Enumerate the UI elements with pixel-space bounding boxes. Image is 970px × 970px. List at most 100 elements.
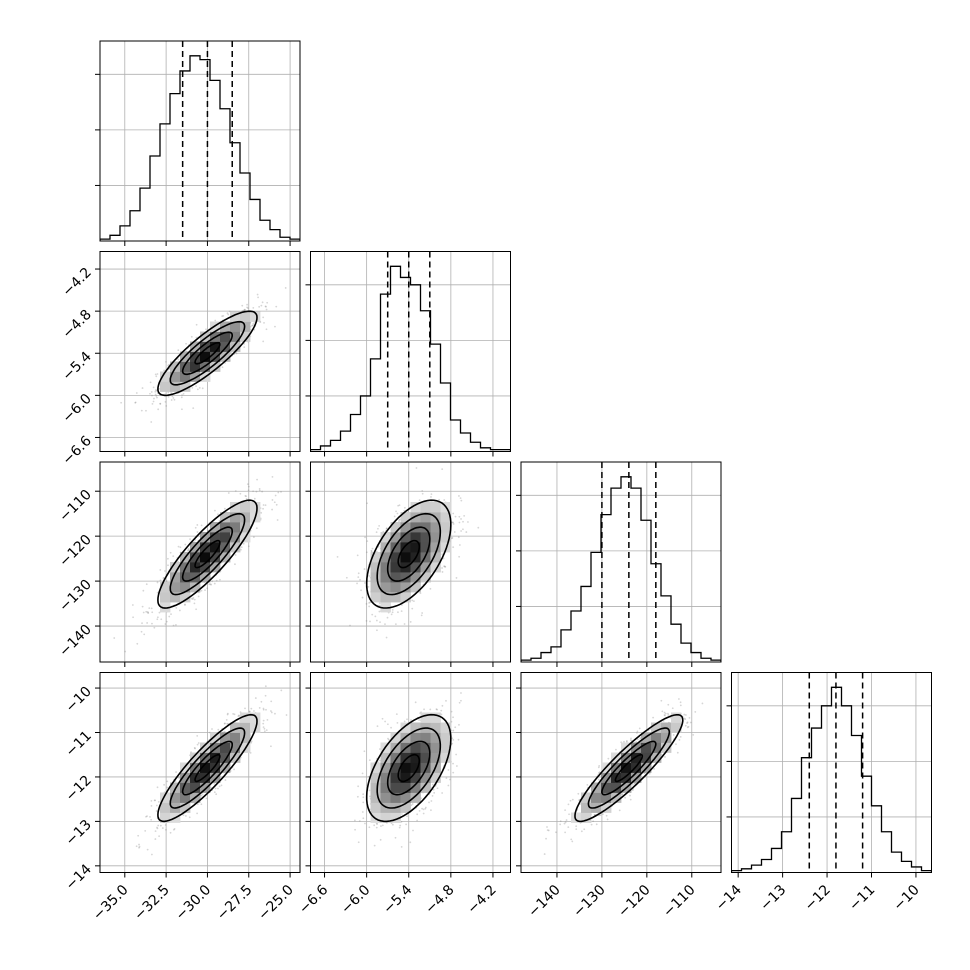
contour-line [157, 713, 258, 823]
sample-point [375, 822, 378, 825]
density-cell [210, 742, 221, 753]
sample-point [453, 531, 456, 533]
sample-point [250, 740, 253, 743]
density-cell [410, 762, 421, 773]
sample-point [247, 485, 250, 488]
sample-point [164, 400, 167, 403]
sample-point [458, 495, 460, 497]
sample-point [260, 700, 263, 703]
sample-point [639, 737, 642, 740]
density-cell [430, 772, 441, 783]
sample-point [142, 611, 145, 614]
sample-point [623, 740, 625, 743]
density-cell [601, 772, 612, 783]
sample-point [175, 606, 178, 609]
sample-point [144, 829, 147, 832]
sample-point [397, 611, 399, 614]
sample-point [141, 622, 143, 625]
sample-point [391, 611, 394, 614]
sample-point [683, 717, 686, 720]
sample-point [441, 468, 444, 471]
sample-point [149, 815, 151, 818]
sample-point [195, 336, 198, 339]
x-tick-label: −130 [570, 882, 609, 921]
sample-point [590, 823, 593, 826]
density-cell [390, 582, 401, 593]
sample-point [155, 389, 158, 392]
sample-point [569, 799, 572, 802]
density-cell [380, 792, 391, 803]
sample-point [376, 629, 378, 632]
x-tick-label: −120 [615, 882, 654, 921]
sample-point [178, 609, 181, 612]
sample-point [632, 783, 634, 786]
density-cell [430, 742, 441, 753]
sample-point [164, 570, 166, 572]
sample-point [349, 624, 351, 627]
sample-point [140, 630, 143, 633]
sample-point [421, 490, 424, 492]
sample-point [356, 582, 358, 585]
sample-point [365, 602, 368, 605]
sample-point [567, 826, 570, 829]
sample-point [430, 800, 433, 802]
sample-point [564, 821, 567, 824]
sample-point [196, 388, 199, 391]
y-tick-label: −130 [56, 577, 95, 616]
sample-point [388, 738, 390, 741]
density-cell [671, 712, 682, 723]
density-cell [230, 542, 241, 553]
sample-point [154, 393, 157, 396]
sample-point [175, 624, 177, 626]
sample-point [359, 578, 361, 581]
density-cell [410, 732, 421, 743]
sample-point [253, 497, 256, 500]
sample-point [694, 711, 697, 713]
sample-point [366, 540, 369, 543]
sample-point [255, 527, 258, 530]
density-cell [400, 572, 411, 583]
contour-line [397, 539, 421, 569]
sample-point [262, 707, 265, 710]
sample-point [156, 786, 159, 789]
sample-point [592, 820, 595, 823]
sample-point [206, 587, 209, 590]
panel-content [310, 672, 511, 873]
sample-point [375, 619, 378, 622]
sample-point [586, 783, 589, 786]
sample-point [159, 402, 162, 405]
density-cell [220, 732, 231, 743]
sample-point [436, 708, 438, 711]
sample-point [467, 521, 469, 523]
density-cell [170, 582, 181, 593]
sample-point [213, 582, 216, 585]
x-tick-label: −11 [846, 882, 878, 914]
sample-point [284, 287, 287, 289]
density-cell [651, 742, 662, 753]
histogram-step [100, 55, 300, 241]
density-cell [240, 712, 251, 723]
sample-point [412, 829, 414, 832]
sample-point [356, 795, 359, 798]
sample-point [159, 579, 162, 582]
sample-point [689, 721, 692, 724]
density-cells [160, 311, 261, 392]
sample-point [280, 490, 282, 493]
density-cell [430, 522, 441, 533]
sample-point [240, 548, 242, 551]
contour-line [169, 320, 246, 386]
sample-point [661, 710, 664, 713]
density-cell [210, 772, 221, 783]
sample-point [395, 713, 398, 716]
sample-point [124, 650, 127, 653]
sample-point [431, 783, 434, 786]
sample-point [400, 820, 403, 823]
sample-point [555, 831, 557, 834]
x-tick-label: −10 [891, 882, 923, 914]
density-cell [400, 522, 411, 533]
sample-point [243, 346, 246, 349]
sample-point [724, 678, 726, 680]
density-cell [160, 371, 171, 382]
density-cell [601, 782, 612, 793]
sample-point [664, 756, 666, 758]
